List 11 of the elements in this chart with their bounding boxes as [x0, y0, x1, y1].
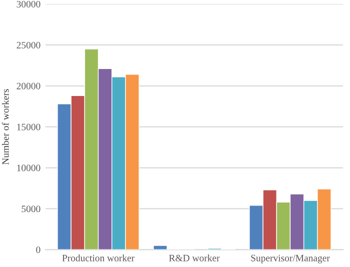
x-tick-label: Supervisor/Manager	[251, 254, 330, 264]
y-tick-label: 10000	[17, 164, 40, 172]
y-tick-label: 20000	[16, 82, 40, 90]
y-tick-label: 25000	[16, 42, 40, 48]
y-tick-label: 15000	[17, 124, 40, 130]
x-tick-label: Production worker	[62, 254, 135, 262]
y-axis-title: Number of workers	[2, 89, 9, 165]
x-tick-label: R&D worker	[169, 254, 220, 262]
y-tick-label: 30000	[16, 0, 40, 8]
y-tick-label: 0	[36, 246, 40, 254]
y-tick-label: 5000	[22, 206, 40, 212]
